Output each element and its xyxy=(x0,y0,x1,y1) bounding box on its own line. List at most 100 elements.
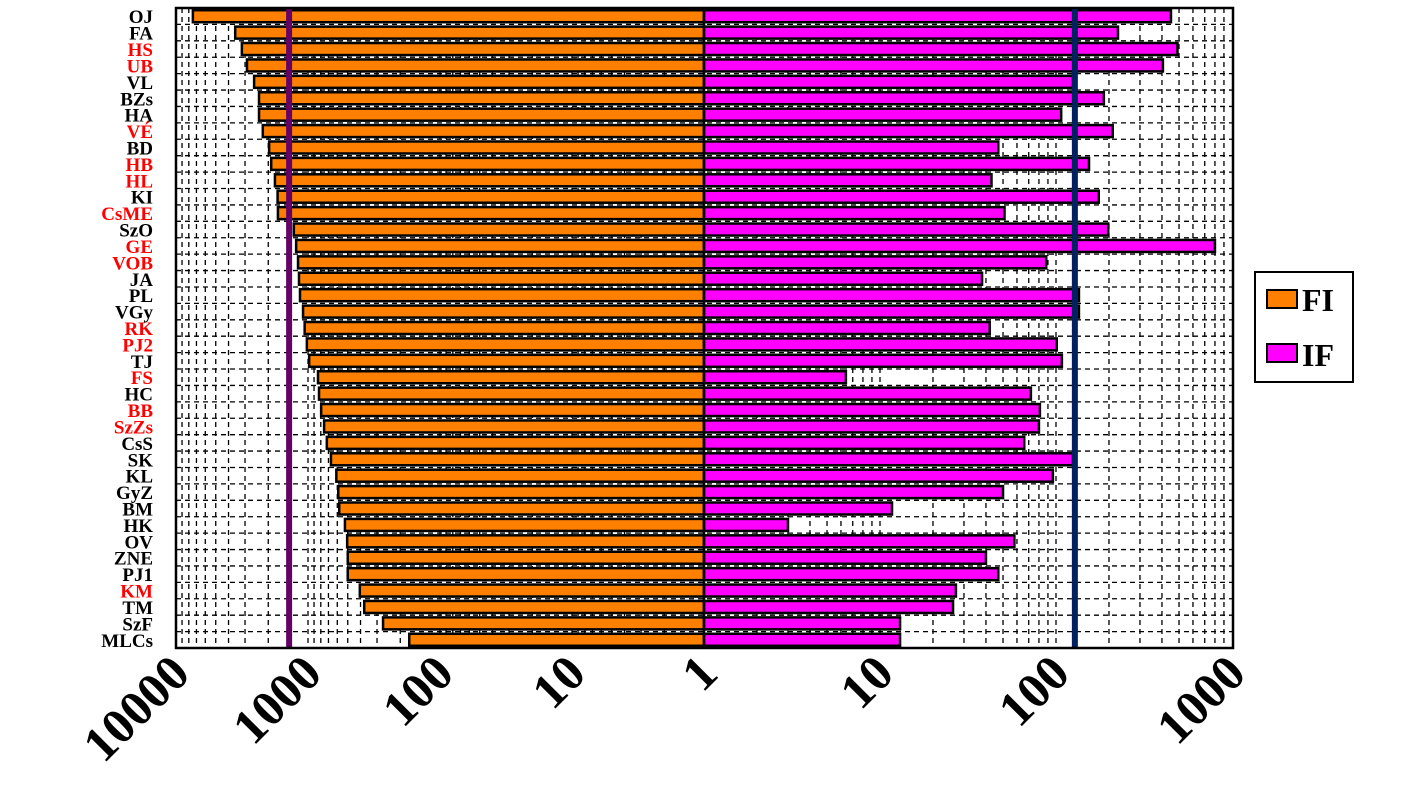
bar-fi-KM xyxy=(358,583,706,598)
axis-tick-labels: 10000 1000 100 10 1 10 100 1000 xyxy=(72,644,1256,772)
bar-fi-TM xyxy=(362,599,706,615)
category-label: FA xyxy=(129,24,153,45)
bar-fi-HS xyxy=(240,41,706,57)
bar-fi-KL xyxy=(335,468,706,483)
bar-if-VGy xyxy=(702,304,1081,319)
legend-swatch-fi xyxy=(1266,289,1298,309)
bar-fi-FS xyxy=(316,369,706,385)
bar-fi-KI xyxy=(276,189,706,204)
tick-label-right: 10 xyxy=(829,644,904,719)
bar-if-SK xyxy=(702,452,1075,467)
category-label: HK xyxy=(123,516,153,537)
category-label: KI xyxy=(131,188,153,209)
category-label: HC xyxy=(125,385,154,406)
bar-fi-GyZ xyxy=(336,484,706,500)
tick-label-left: 10 xyxy=(521,644,596,719)
bar-fi-VÉ xyxy=(261,123,706,139)
bar-if-HA xyxy=(702,107,1063,122)
bar-if-GE xyxy=(702,238,1217,254)
category-label: BD xyxy=(127,138,153,159)
bar-if-BD xyxy=(702,140,1000,155)
bar-fi-HC xyxy=(317,386,706,401)
bar-if-OJ xyxy=(702,8,1173,24)
bar-fi-VOB xyxy=(296,255,706,270)
category-label: VL xyxy=(127,73,153,94)
category-label: ZNE xyxy=(114,549,153,570)
bar-if-HB xyxy=(702,156,1091,172)
tick-label-right: 1000 xyxy=(1145,644,1255,754)
bar-fi-BM xyxy=(337,501,706,516)
tick-label-left: 1 xyxy=(671,644,728,701)
bar-fi-SzO xyxy=(292,222,706,237)
bar-if-TJ xyxy=(702,353,1064,369)
category-label: SzO xyxy=(119,221,153,242)
bar-if-KM xyxy=(702,583,958,598)
category-label: VOB xyxy=(112,253,153,274)
category-label: KM xyxy=(120,582,153,603)
category-label: BM xyxy=(122,500,153,521)
category-label: CsME xyxy=(101,204,153,225)
bar-if-KL xyxy=(702,468,1055,483)
tick-label-left: 10000 xyxy=(72,644,200,772)
bar-fi-HK xyxy=(343,517,706,533)
bar-fi-CsME xyxy=(276,205,706,221)
category-label: PJ2 xyxy=(122,335,153,356)
bar-fi-ZNE xyxy=(346,550,706,565)
legend-label-fi: FI xyxy=(1302,282,1334,318)
bar-if-PJ1 xyxy=(702,566,1000,582)
category-label: VÉ xyxy=(127,121,153,143)
bar-fi-SK xyxy=(329,452,706,467)
category-labels: OJFAHSUBVLBZsHAVÉBDHBHLKICsMESzOGEVOBJAP… xyxy=(101,7,153,652)
bar-fi-GE xyxy=(294,238,706,254)
bar-if-KI xyxy=(702,189,1101,204)
bar-if-SzF xyxy=(702,616,902,631)
category-label: BB xyxy=(128,401,154,422)
category-label: HS xyxy=(128,40,153,61)
bar-if-JA xyxy=(702,271,984,287)
bar-if-HL xyxy=(702,173,993,188)
category-label: SzF xyxy=(122,614,153,635)
bar-fi-RK xyxy=(303,320,706,336)
category-label: HB xyxy=(126,155,154,176)
category-label: KL xyxy=(126,467,153,488)
category-label: GE xyxy=(126,237,153,258)
bar-if-MLCs xyxy=(702,632,902,648)
reference-lines xyxy=(286,8,1078,648)
bar-if-UB xyxy=(702,58,1165,73)
bar-fi-PJ2 xyxy=(305,337,706,352)
bar-if-FS xyxy=(702,369,848,385)
bar-fi-SzF xyxy=(381,616,706,631)
category-label: TJ xyxy=(131,352,153,373)
category-label: PL xyxy=(129,286,153,307)
bar-fi-HL xyxy=(273,173,706,188)
bar-if-BZs xyxy=(702,91,1106,106)
tick-label-right: 100 xyxy=(987,644,1080,737)
bar-if-VÉ xyxy=(702,123,1114,139)
category-label: UB xyxy=(127,56,154,77)
category-label: SzZs xyxy=(114,417,153,438)
bar-if-HK xyxy=(702,517,790,533)
bar-fi-OV xyxy=(345,534,706,549)
bar-fi-HB xyxy=(269,156,706,172)
bar-fi-VL xyxy=(252,74,706,90)
category-label: TM xyxy=(122,598,153,619)
bar-fi-PJ1 xyxy=(346,566,706,582)
bar-if-ZNE xyxy=(702,550,988,565)
legend: FI IF xyxy=(1254,271,1354,383)
category-label: GyZ xyxy=(116,483,153,504)
bars xyxy=(191,8,1217,648)
bar-if-BB xyxy=(702,402,1042,418)
tick-label-left: 1000 xyxy=(221,644,331,754)
bar-fi-TJ xyxy=(307,353,706,369)
bar-if-GyZ xyxy=(702,484,1005,500)
bar-if-HC xyxy=(702,386,1033,401)
bar-if-SzZs xyxy=(702,419,1041,434)
bar-if-HS xyxy=(702,41,1179,57)
category-label: PJ1 xyxy=(122,565,153,586)
bar-fi-BD xyxy=(267,140,706,155)
category-label: JA xyxy=(130,270,154,291)
bar-if-SzO xyxy=(702,222,1110,237)
category-label: CsS xyxy=(121,434,153,455)
bar-fi-JA xyxy=(297,271,706,287)
